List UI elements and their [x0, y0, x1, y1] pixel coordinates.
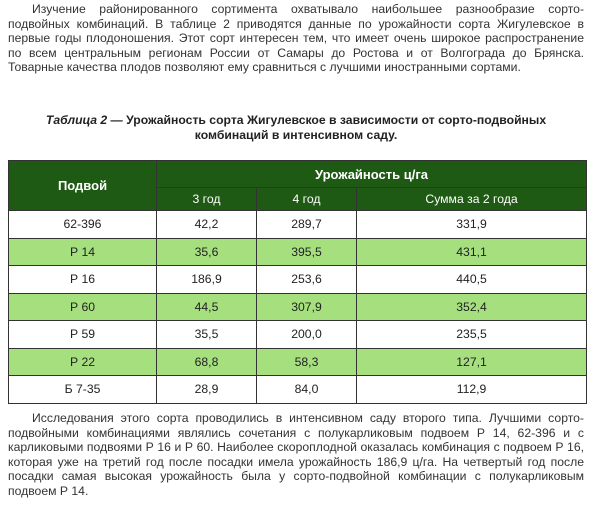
- table-row: Р 22 68,8 58,3 127,1: [8, 347, 588, 376]
- cell-sum: 352,4: [355, 292, 588, 321]
- table-row: Б 7-35 28,9 84,0 112,9: [8, 375, 588, 404]
- table-caption-lead: Таблица 2: [45, 113, 108, 127]
- cell-year-3: 68,8: [156, 347, 257, 376]
- table-row: Р 60 44,5 307,9 352,4: [8, 292, 588, 321]
- cell-rootstock: Р 16: [8, 265, 157, 294]
- cell-sum: 127,1: [355, 347, 588, 376]
- cell-sum: 235,5: [355, 320, 588, 349]
- header-year-3: 3 год: [156, 187, 257, 211]
- cell-year-4: 84,0: [256, 375, 357, 404]
- table-caption-text: — Урожайность сорта Жигулевское в зависи…: [107, 113, 547, 142]
- cell-year-4: 253,6: [256, 265, 357, 294]
- table-row: Р 59 35,5 200,0 235,5: [8, 320, 588, 349]
- cell-year-4: 200,0: [256, 320, 357, 349]
- cell-year-3: 35,6: [156, 237, 257, 266]
- cell-year-3: 42,2: [156, 210, 257, 239]
- table-body: 62-396 42,2 289,7 331,9 Р 14 35,6 395,5 …: [8, 210, 588, 404]
- cell-rootstock: 62-396: [8, 210, 157, 239]
- header-year-4: 4 год: [256, 187, 357, 211]
- table-row: Р 16 186,9 253,6 440,5: [8, 265, 588, 294]
- cell-year-4: 307,9: [256, 292, 357, 321]
- header-rootstock: Подвой: [8, 160, 157, 211]
- cell-year-3: 186,9: [156, 265, 257, 294]
- cell-year-3: 35,5: [156, 320, 257, 349]
- cell-year-4: 58,3: [256, 347, 357, 376]
- cell-rootstock: Р 59: [8, 320, 157, 349]
- cell-year-3: 28,9: [156, 375, 257, 404]
- cell-rootstock: Р 22: [8, 347, 157, 376]
- table-caption: Таблица 2 — Урожайность сорта Жигулевско…: [8, 113, 584, 143]
- cell-sum: 440,5: [355, 265, 588, 294]
- cell-year-4: 395,5: [256, 237, 357, 266]
- outro-paragraph: Исследования этого сорта проводились в и…: [8, 411, 584, 498]
- table-row: Р 14 35,6 395,5 431,1: [8, 237, 588, 266]
- yield-table: Подвой Урожайность ц/га 3 год 4 год Сумм…: [8, 160, 588, 404]
- cell-sum: 331,9: [355, 210, 588, 239]
- cell-rootstock: Б 7-35: [8, 375, 157, 404]
- cell-rootstock: Р 60: [8, 292, 157, 321]
- header-yield: Урожайность ц/га: [155, 160, 588, 188]
- cell-year-4: 289,7: [256, 210, 357, 239]
- cell-sum: 112,9: [355, 375, 588, 404]
- cell-rootstock: Р 14: [8, 237, 157, 266]
- cell-sum: 431,1: [355, 237, 588, 266]
- header-sum: Сумма за 2 года: [355, 187, 588, 211]
- cell-year-3: 44,5: [156, 292, 257, 321]
- table-row: 62-396 42,2 289,7 331,9: [8, 210, 588, 239]
- intro-paragraph: Изучение районированного сортимента охва…: [8, 2, 584, 75]
